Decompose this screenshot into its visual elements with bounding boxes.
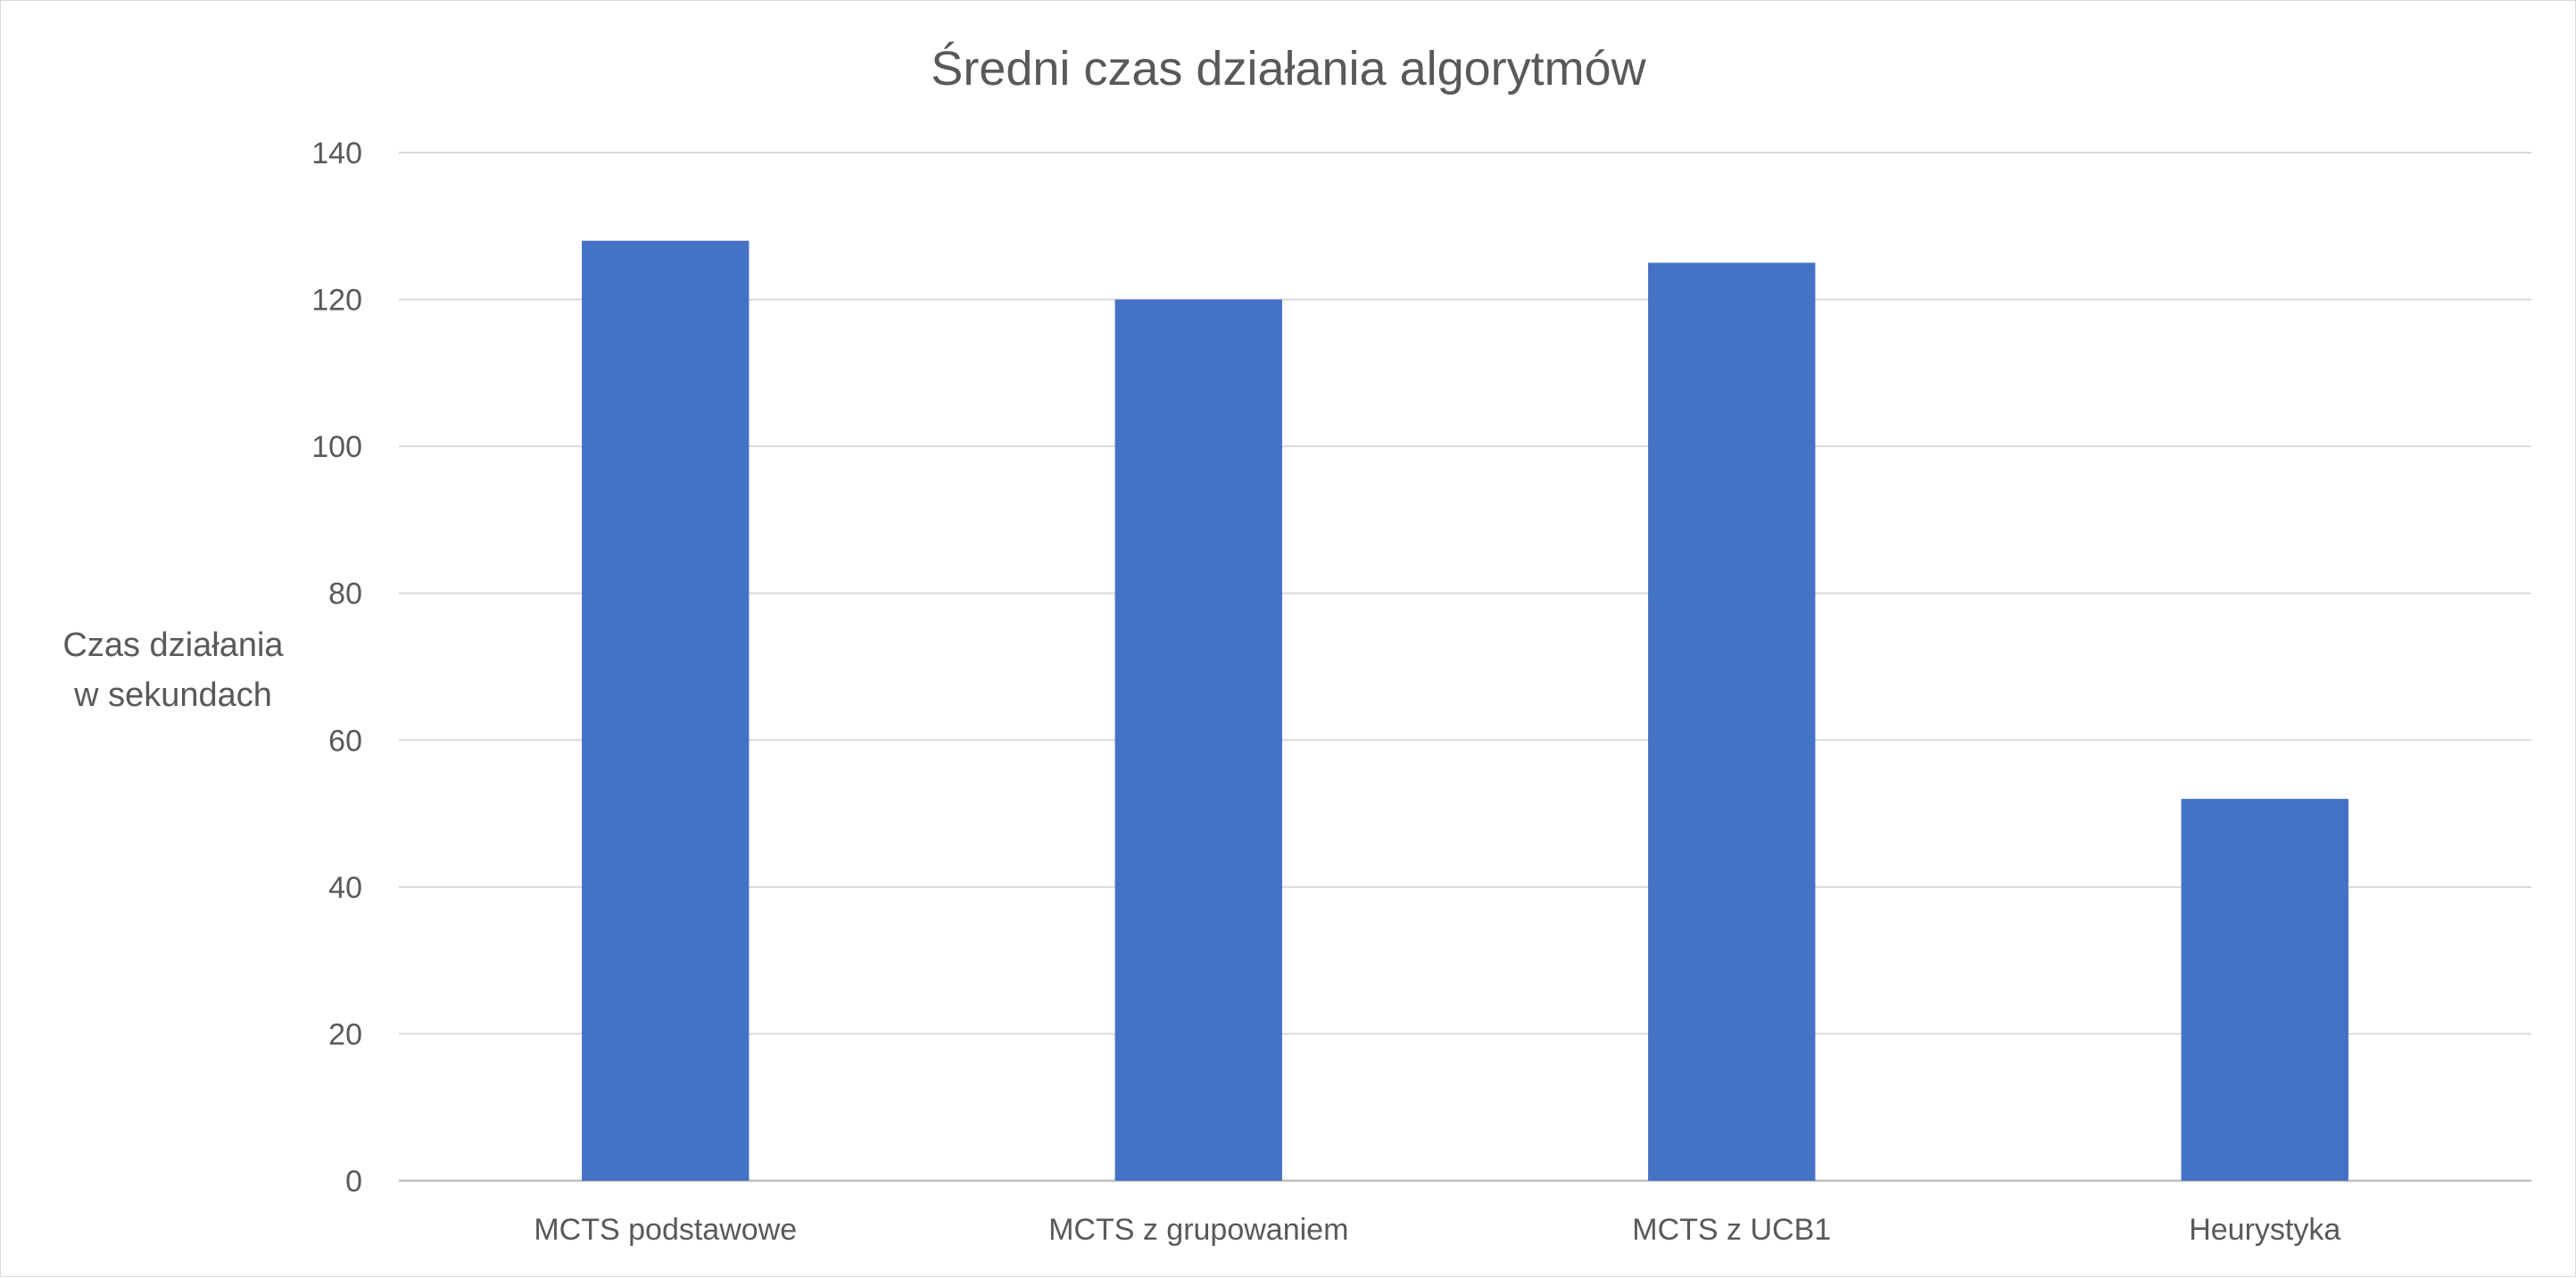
y-tick-label: 60 <box>328 724 362 758</box>
y-tick-label: 40 <box>328 871 362 905</box>
y-tick-label: 80 <box>328 577 362 611</box>
chart-title: Średni czas działania algorytmów <box>931 41 1646 95</box>
x-tick-label: Heurystyka <box>2189 1213 2340 1247</box>
bar <box>1648 262 1816 1181</box>
x-tick-label: MCTS podstawowe <box>534 1213 797 1247</box>
bars <box>582 240 2348 1182</box>
y-tick-label: 120 <box>311 284 362 318</box>
bar <box>582 240 750 1181</box>
y-axis-title: Czas działania w sekundach <box>62 627 284 714</box>
y-tick-label: 100 <box>311 430 362 464</box>
y-tick-label: 20 <box>328 1017 362 1051</box>
y-axis-title-line-2: w sekundach <box>73 676 272 714</box>
x-axis-tick-labels: MCTS podstawowe MCTS z grupowaniem MCTS z … <box>534 1213 2340 1247</box>
gridlines <box>399 152 2531 1183</box>
y-tick-label: 140 <box>311 137 362 170</box>
y-axis-title-line-1: Czas działania <box>62 627 284 664</box>
x-tick-label: MCTS z grupowaniem <box>1048 1213 1348 1247</box>
bar <box>1114 299 1282 1182</box>
bar <box>2181 799 2348 1181</box>
x-tick-label: MCTS z UCB1 <box>1632 1213 1831 1247</box>
y-tick-label: 0 <box>345 1165 362 1199</box>
y-axis-tick-labels: 0 20 40 60 80 100 120 140 <box>311 137 362 1199</box>
